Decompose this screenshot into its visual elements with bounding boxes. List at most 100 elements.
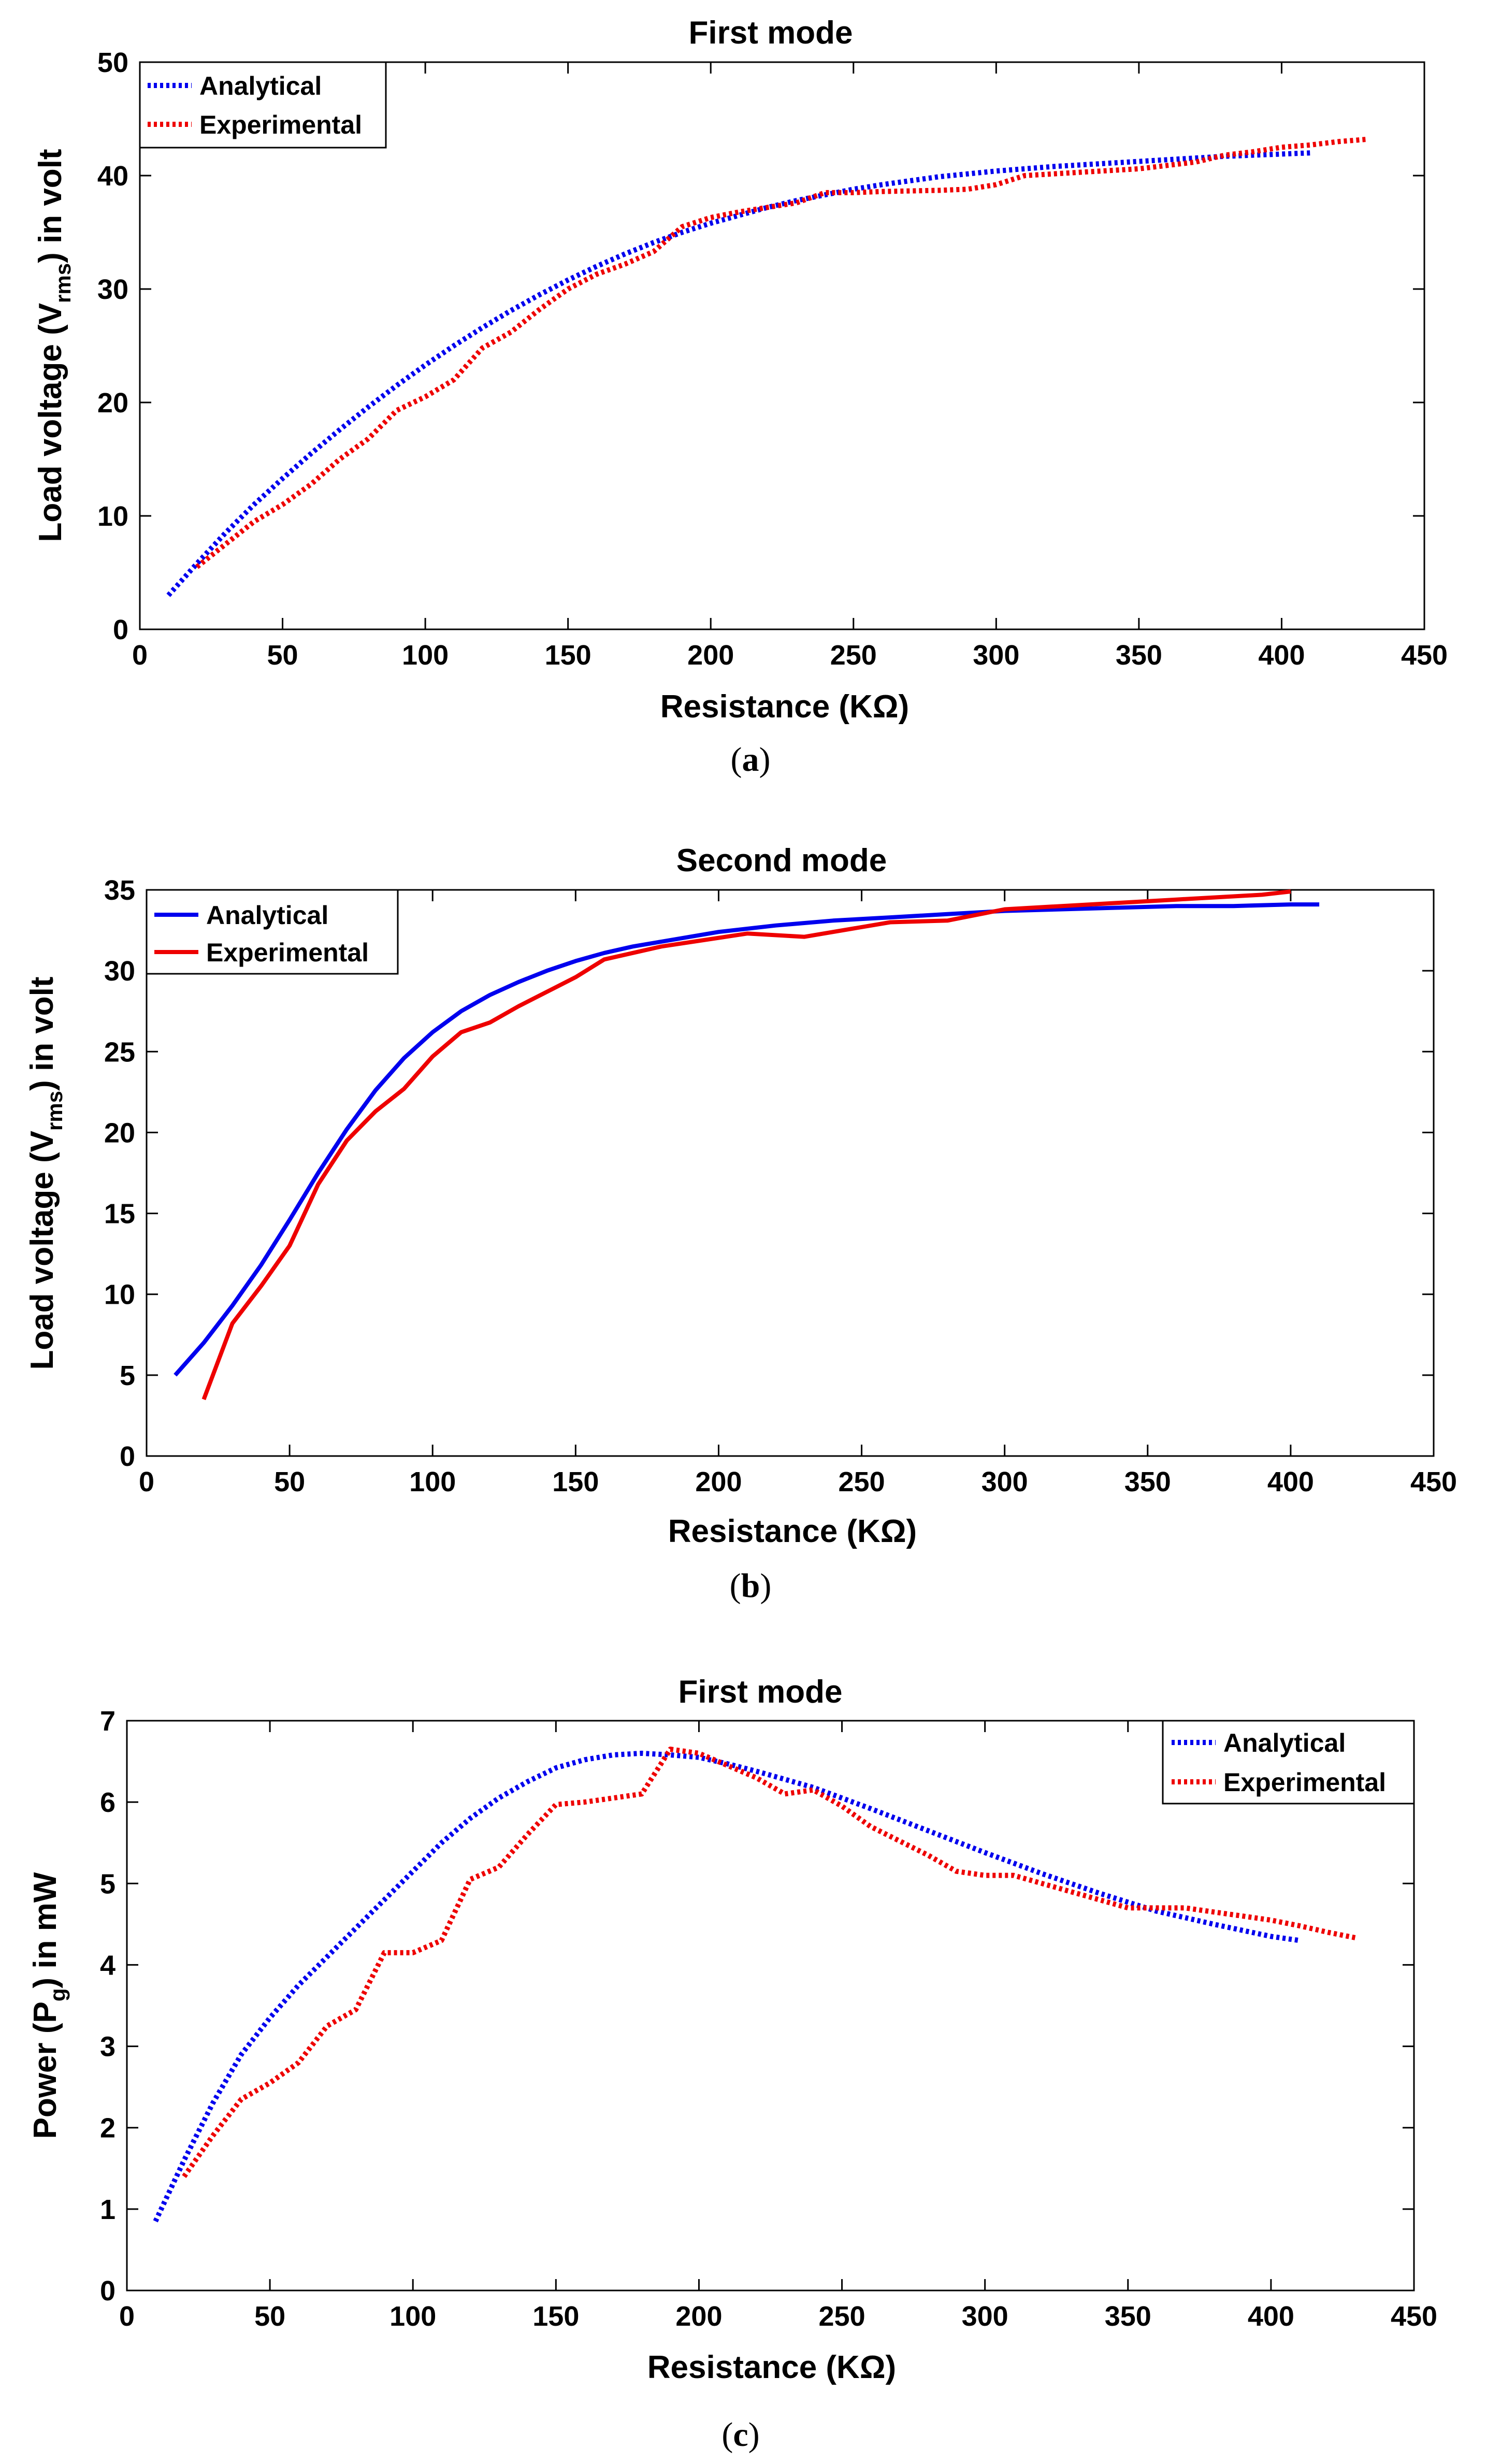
chart-a-x-axis-label: Resistance (KΩ) [660, 689, 909, 725]
chart-a-y-tick-label: 10 [97, 501, 128, 532]
chart-a-series-experimental-line [195, 136, 1368, 569]
chart-a-caption: (a) [731, 741, 771, 779]
chart-b-legend-analytical-label: Analytical [206, 901, 328, 930]
chart-c-legend-analytical-label: Analytical [1223, 1728, 1346, 1757]
chart-b-series [174, 889, 1320, 1401]
chart-c-y-ticks: 0 1 2 3 4 5 6 7 [100, 1706, 1414, 2307]
chart-a-y-tick-label: 30 [97, 274, 128, 305]
chart-c-x-tick-label: 450 [1391, 2301, 1437, 2332]
chart-b-y-label-main: Load voltage (V [24, 1131, 60, 1370]
chart-a-x-tick-label: 100 [402, 640, 449, 671]
chart-b-series-experimental-line [201, 889, 1291, 1401]
chart-a-x-tick-label: 250 [830, 640, 877, 671]
chart-a-y-ticks: 0 10 20 30 40 50 [97, 47, 1424, 645]
chart-c-legend-box [1162, 1720, 1415, 1805]
chart-b-y-label-sub: rms [42, 1091, 67, 1131]
chart-b-caption: (b) [730, 1567, 772, 1605]
chart-b: Second mode 0 50 100 150 200 250 300 350 400 450 … [24, 843, 1457, 1605]
chart-b-x-tick-label: 200 [695, 1466, 742, 1497]
chart-b-x-axis-label: Resistance (KΩ) [668, 1514, 917, 1549]
chart-c-y-tick-label: 5 [100, 1868, 116, 1899]
chart-b-y-tick-label: 10 [104, 1279, 135, 1310]
chart-a-y-tick-label: 0 [113, 614, 128, 645]
chart-c-series [153, 1747, 1358, 2223]
chart-a-x-tick-label: 400 [1258, 640, 1305, 671]
chart-b-y-tick-label: 35 [104, 875, 135, 906]
chart-c-y-label-sub: g [46, 1988, 70, 2001]
chart-b-x-tick-label: 300 [982, 1466, 1028, 1497]
chart-b-x-tick-label: 400 [1267, 1466, 1314, 1497]
chart-b-y-label-tail: ) in volt [24, 976, 60, 1090]
chart-b-title: Second mode [676, 843, 887, 878]
chart-b-y-tick-label: 20 [104, 1117, 135, 1148]
chart-c-x-tick-label: 100 [389, 2301, 436, 2332]
chart-b-y-tick-label: 5 [120, 1360, 135, 1391]
chart-a-y-tick-label: 40 [97, 161, 128, 192]
chart-c-plot-area [126, 1720, 1415, 2292]
chart-b-x-ticks: 0 50 100 150 200 250 300 350 400 450 [139, 890, 1457, 1497]
chart-c-x-tick-label: 200 [675, 2301, 722, 2332]
chart-a-x-tick-label: 450 [1401, 640, 1448, 671]
chart-c-legend-experimental-label: Experimental [1223, 1768, 1386, 1797]
chart-b-y-axis-label: Load voltage (Vrms) in volt [24, 976, 67, 1370]
chart-b-x-tick-label: 50 [274, 1466, 305, 1497]
chart-c-y-label-main: Power (P [27, 2001, 63, 2139]
chart-a-series-analytical-line [166, 150, 1310, 597]
chart-b-plot-area [146, 889, 1435, 1457]
chart-c-y-tick-label: 2 [100, 2113, 116, 2144]
chart-a-x-tick-label: 50 [267, 640, 298, 671]
chart-a-x-tick-label: 300 [973, 640, 1019, 671]
chart-a-x-tick-label: 0 [132, 640, 148, 671]
chart-b-x-tick-label: 350 [1124, 1466, 1171, 1497]
chart-a-x-tick-label: 350 [1116, 640, 1162, 671]
chart-c-x-tick-label: 350 [1105, 2301, 1151, 2332]
chart-a-x-tick-label: 200 [687, 640, 734, 671]
chart-c-y-axis-label: Power (Pg) in mW [27, 1872, 70, 2139]
chart-c-x-tick-label: 50 [254, 2301, 285, 2332]
chart-a-y-label-sub: rms [51, 263, 75, 303]
chart-c-y-tick-label: 7 [100, 1706, 116, 1737]
chart-a-legend-experimental-label: Experimental [199, 110, 362, 139]
chart-b-y-tick-label: 15 [104, 1199, 135, 1230]
chart-c-x-ticks: 0 50 100 150 200 250 300 350 400 450 [119, 1721, 1437, 2332]
chart-a-x-tick-label: 150 [545, 640, 591, 671]
chart-a-y-tick-label: 20 [97, 387, 128, 419]
chart-b-y-ticks: 0 5 10 15 20 25 30 35 [104, 875, 1434, 1472]
chart-c-caption: (c) [721, 2416, 759, 2454]
chart-c-x-tick-label: 300 [962, 2301, 1008, 2332]
chart-a-x-ticks: 0 50 100 150 200 250 300 350 400 450 [132, 62, 1448, 671]
chart-b-legend-box [146, 889, 399, 975]
chart-a-series [166, 136, 1368, 597]
chart-b-x-tick-label: 150 [552, 1466, 599, 1497]
chart-c-y-tick-label: 6 [100, 1787, 116, 1818]
chart-a-y-label-tail: ) in volt [33, 149, 68, 263]
chart-a-legend-analytical-label: Analytical [199, 71, 322, 100]
chart-c-y-tick-label: 0 [100, 2275, 116, 2307]
chart-b-legend: Analytical Experimental [146, 889, 399, 975]
chart-a-title: First mode [689, 15, 853, 51]
chart-a-caption-letter: a [742, 741, 759, 779]
chart-c-x-tick-label: 400 [1248, 2301, 1294, 2332]
chart-a-y-tick-label: 50 [97, 47, 128, 78]
chart-c-legend: Analytical Experimental [1162, 1720, 1415, 1805]
chart-c-y-tick-label: 1 [100, 2194, 116, 2225]
chart-c: First mode 0 50 100 150 200 250 300 350 400 450 0… [27, 1674, 1437, 2454]
chart-b-x-tick-label: 250 [839, 1466, 885, 1497]
chart-c-series-experimental-line [182, 1747, 1358, 2178]
chart-b-caption-letter: b [741, 1567, 760, 1605]
chart-c-title: First mode [679, 1674, 843, 1710]
chart-b-y-tick-label: 25 [104, 1036, 135, 1068]
chart-c-y-tick-label: 3 [100, 2031, 116, 2063]
chart-a-y-label-main: Load voltage (V [33, 303, 68, 542]
chart-a-y-axis-label: Load voltage (Vrms) in volt [33, 149, 75, 542]
chart-a-legend-box [139, 61, 387, 149]
chart-c-y-tick-label: 4 [100, 1950, 116, 1981]
chart-c-x-tick-label: 0 [119, 2301, 135, 2332]
chart-c-x-tick-label: 150 [532, 2301, 579, 2332]
chart-b-y-tick-label: 30 [104, 956, 135, 987]
chart-b-y-tick-label: 0 [120, 1441, 135, 1472]
chart-c-x-axis-label: Resistance (KΩ) [647, 2350, 896, 2385]
chart-b-series-analytical-line [174, 902, 1320, 1377]
chart-c-caption-letter: c [733, 2416, 748, 2454]
